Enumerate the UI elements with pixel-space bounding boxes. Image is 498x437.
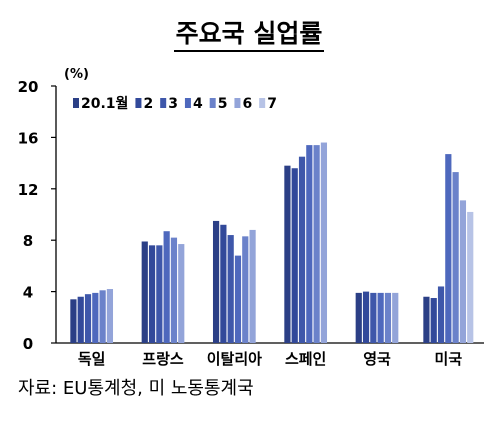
bar <box>452 172 459 343</box>
legend-label: 5 <box>218 96 228 112</box>
y-tick-label: 12 <box>18 181 39 199</box>
bar <box>99 290 106 343</box>
bar <box>306 145 313 343</box>
x-tick-label: 스페인 <box>285 350 326 368</box>
legend-swatch <box>209 98 216 108</box>
x-tick-label: 프랑스 <box>142 350 184 368</box>
source-note: 자료: EU통계청, 미 노동통계국 <box>18 378 254 399</box>
x-tick-label: 미국 <box>435 350 463 368</box>
bar <box>284 165 291 343</box>
bar <box>178 244 185 343</box>
bar <box>141 241 148 343</box>
legend-swatch <box>73 98 79 108</box>
bar <box>242 236 249 343</box>
bar <box>70 299 77 343</box>
legend-label: 2 <box>143 96 153 112</box>
bar <box>249 229 256 343</box>
bar <box>234 255 242 343</box>
bar <box>298 156 306 343</box>
bar <box>370 292 377 343</box>
y-tick-label: 16 <box>18 129 39 147</box>
bar <box>392 292 399 343</box>
bar <box>84 294 92 343</box>
bar <box>459 200 467 343</box>
y-tick-label: 0 <box>23 335 33 353</box>
x-tick-label: 영국 <box>363 350 391 368</box>
legend-swatch <box>135 98 142 108</box>
legend-swatch <box>234 98 241 108</box>
bar <box>148 245 156 343</box>
bar <box>355 292 362 343</box>
bar <box>423 296 430 343</box>
y-axis-label: (%) <box>64 67 89 82</box>
bar <box>163 231 170 343</box>
x-tick-label: 이탈리아 <box>207 350 262 368</box>
legend-label: 3 <box>168 96 178 112</box>
legend-label: 4 <box>193 96 203 112</box>
legend-label: 7 <box>267 96 277 112</box>
bar <box>362 291 370 343</box>
bar <box>445 154 452 343</box>
bar <box>156 245 163 343</box>
bar <box>291 168 298 343</box>
legend-label: 20.1월 <box>81 95 128 112</box>
bar <box>467 211 474 343</box>
bar <box>437 286 445 343</box>
y-tick-label: 4 <box>23 284 33 302</box>
bar <box>377 292 384 343</box>
chart-title: 주요국 실업률 <box>0 14 498 52</box>
legend-swatch <box>259 98 266 108</box>
bar <box>430 298 437 343</box>
bar <box>212 220 220 343</box>
bar <box>77 296 84 343</box>
bar <box>220 224 227 343</box>
bar <box>313 145 320 343</box>
bar <box>106 289 114 343</box>
x-tick-label: 독일 <box>78 350 106 368</box>
y-tick-label: 20 <box>18 78 39 96</box>
legend-label: 6 <box>242 96 252 112</box>
y-tick-label: 8 <box>23 232 33 250</box>
bar <box>170 237 178 343</box>
legend-swatch <box>160 98 167 108</box>
bar <box>320 142 328 343</box>
bar <box>92 292 99 343</box>
bar <box>227 235 234 343</box>
bar <box>384 292 392 343</box>
legend-swatch <box>184 98 191 108</box>
